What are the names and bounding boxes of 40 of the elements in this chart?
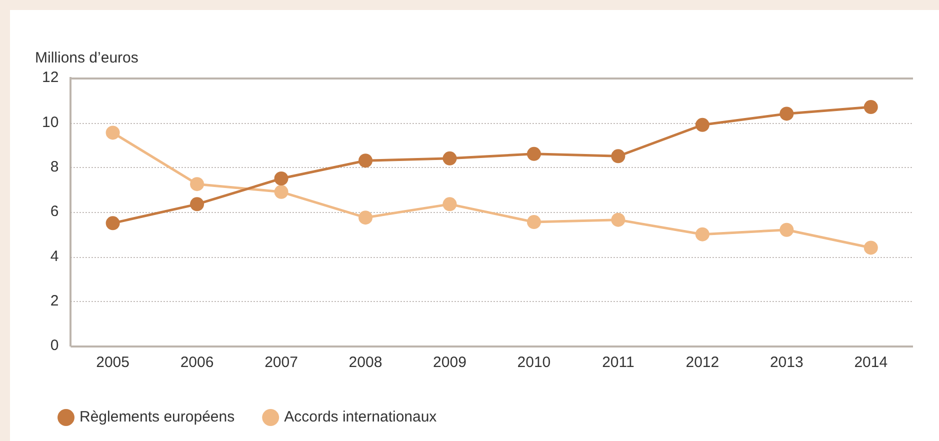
point xyxy=(442,151,457,166)
point xyxy=(190,197,204,212)
x-tick-label: 2009 xyxy=(433,354,466,372)
x-tick-label: 2012 xyxy=(686,354,720,372)
point xyxy=(190,177,204,192)
legend-label: Accords internationaux xyxy=(284,408,438,426)
point xyxy=(780,106,794,121)
x-tick-label: 2006 xyxy=(180,354,214,372)
point xyxy=(611,149,626,164)
point xyxy=(106,216,120,230)
point xyxy=(864,240,878,255)
y-tick-label: 12 xyxy=(42,69,59,86)
x-tick-label: 2010 xyxy=(517,354,551,372)
point xyxy=(106,126,120,140)
y-tick-label: 6 xyxy=(50,203,59,220)
y-tick-label: 10 xyxy=(42,114,59,131)
x-tick-label: 2005 xyxy=(96,354,130,372)
point xyxy=(358,154,372,168)
y-tick-label: 2 xyxy=(50,292,59,310)
legend-label: Règlements européens xyxy=(80,408,235,426)
y-tick-label: 8 xyxy=(50,158,59,176)
y-axis-title: Millions d’euros xyxy=(35,50,138,67)
x-tick-label: 2011 xyxy=(602,354,634,372)
point xyxy=(526,146,541,161)
x-tick-label: 2014 xyxy=(854,354,888,372)
point xyxy=(695,118,710,132)
x-tick-label: 2013 xyxy=(770,354,804,372)
point xyxy=(611,212,626,227)
y-tick-label: 4 xyxy=(50,248,59,265)
point xyxy=(358,210,372,225)
point xyxy=(526,215,541,230)
point xyxy=(442,197,457,212)
point xyxy=(864,100,878,114)
point xyxy=(695,227,710,242)
point xyxy=(274,184,288,199)
y-tick-label: 0 xyxy=(50,337,59,354)
point xyxy=(274,172,288,186)
x-tick-label: 2007 xyxy=(264,354,298,372)
x-tick-label: 2008 xyxy=(348,354,382,372)
point xyxy=(780,222,794,237)
